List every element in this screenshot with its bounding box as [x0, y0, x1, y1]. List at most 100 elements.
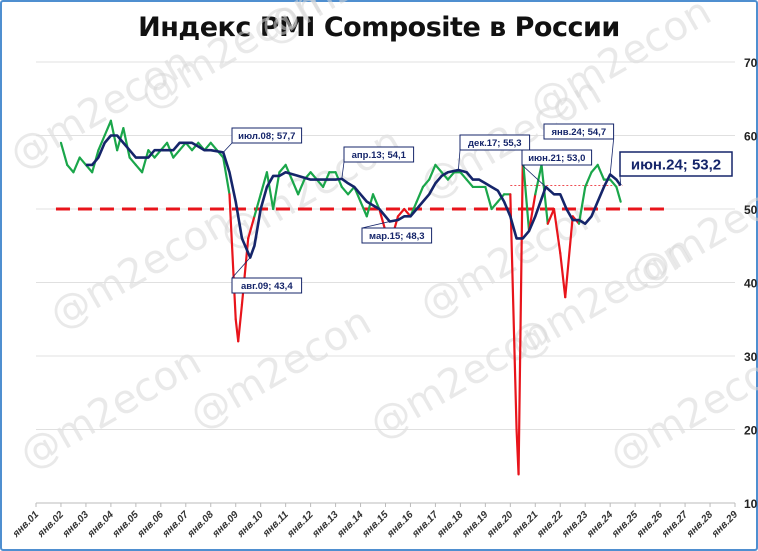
annotation-label: авг.09; 43,4	[241, 281, 293, 292]
raw-series-segment	[577, 185, 587, 225]
raw-series-segment	[59, 141, 69, 166]
raw-series-segment	[534, 163, 543, 196]
watermark: @m2econ	[522, 0, 719, 129]
x-tick-label: янв.17	[410, 509, 441, 540]
raw-series-segment	[446, 171, 456, 181]
raw-series-segment	[272, 171, 281, 211]
x-tick-label: янв.13	[310, 509, 341, 540]
raw-series-segment	[546, 207, 556, 225]
raw-series-segment	[615, 185, 622, 203]
annotation-label: июн.21; 53,0	[528, 153, 585, 164]
y-tick-label: 60	[744, 130, 758, 144]
x-tick-label: янв.29	[709, 509, 740, 540]
raw-series-segment	[609, 178, 618, 189]
watermark: @m2econ	[602, 338, 758, 478]
annotation-box	[543, 123, 615, 140]
x-tick-label: янв.26	[634, 509, 665, 540]
raw-series-segment	[596, 163, 606, 181]
x-tick-label: янв.14	[335, 509, 366, 540]
y-tick-label: 20	[744, 424, 758, 438]
raw-series-segment	[340, 185, 350, 196]
y-tick-label: 30	[744, 350, 758, 364]
annotation-label: мар.15; 48,3	[369, 231, 425, 242]
raw-series-segment	[209, 141, 219, 152]
x-tick-label: янв.27	[659, 509, 690, 540]
annotation-label: апр.13; 54,1	[352, 150, 407, 161]
raw-series-segment	[140, 149, 150, 174]
annotation-leader	[341, 161, 345, 179]
x-tick-label: янв.04	[85, 509, 116, 540]
x-tick-label: янв.21	[509, 509, 540, 540]
raw-series-segment	[78, 156, 88, 166]
raw-series-segment	[122, 127, 131, 159]
y-tick-label: 40	[744, 277, 758, 291]
raw-series-segment	[552, 207, 562, 255]
raw-series-segment	[190, 141, 200, 152]
raw-series-segment	[465, 178, 474, 189]
annotation-leader	[521, 164, 547, 188]
annotation-leader	[222, 142, 233, 153]
raw-series-segment	[222, 156, 231, 196]
annotation-box	[361, 227, 433, 244]
x-tick-label: янв.03	[60, 509, 91, 540]
x-tick-label: янв.12	[285, 509, 316, 540]
chart-title: Индекс PMI Composite в России	[138, 12, 620, 43]
annotation-box	[521, 149, 593, 166]
annotation-label: июл.08; 57,7	[238, 131, 295, 142]
raw-series-segment	[459, 171, 468, 181]
x-tick-label: янв.24	[584, 509, 615, 540]
raw-series-segment	[253, 193, 262, 218]
x-tick-label: янв.01	[10, 509, 41, 540]
y-tick-label: 10	[744, 497, 758, 511]
raw-series-segment	[440, 171, 450, 181]
annotation-label: дек.17; 55,3	[468, 138, 522, 149]
y-tick-label: 50	[744, 203, 758, 217]
annotation-label: янв.24; 54,7	[551, 127, 606, 138]
annotation-leader	[231, 257, 251, 279]
x-tick-label: янв.28	[684, 509, 715, 540]
annotation-leader	[609, 138, 614, 175]
raw-series-segment	[346, 185, 356, 196]
raw-series-segment	[228, 193, 237, 321]
raw-series-segment	[517, 156, 524, 476]
raw-series-segment	[359, 200, 368, 218]
annotation-box	[231, 127, 303, 144]
raw-series-segment	[590, 163, 599, 174]
raw-series-segment	[97, 134, 106, 152]
raw-series-segment	[265, 171, 275, 211]
raw-series-segment	[128, 156, 137, 166]
raw-series-segment	[237, 303, 244, 343]
raw-series-segment	[584, 171, 593, 189]
raw-series-segment	[378, 207, 387, 233]
x-tick-label: янв.23	[559, 509, 590, 540]
x-tick-label: янв.22	[534, 509, 565, 540]
x-tick-label: янв.19	[459, 509, 490, 540]
watermark: @m2econ	[252, 0, 449, 54]
raw-series-segment	[247, 215, 256, 240]
raw-series-segment	[396, 207, 406, 218]
x-tick-label: янв.25	[609, 509, 640, 540]
x-tick-label: янв.08	[185, 509, 216, 540]
annotation-leader	[361, 221, 390, 229]
raw-series-segment	[509, 193, 518, 431]
y-tick-label: 70	[744, 56, 758, 70]
x-tick-label: янв.16	[385, 509, 416, 540]
x-tick-label: янв.02	[35, 509, 66, 540]
raw-series-segment	[72, 156, 81, 174]
raw-series-segment	[521, 156, 531, 233]
watermark: @m2econ	[42, 198, 239, 338]
annotation-box	[343, 146, 415, 163]
x-tick-label: янв.11	[260, 509, 291, 540]
raw-series-segment	[278, 163, 287, 174]
annotation-box	[231, 277, 303, 294]
annotation-leader	[619, 175, 622, 186]
x-tick-label: янв.09	[210, 509, 241, 540]
x-tick-label: янв.10	[235, 509, 266, 540]
x-tick-label: янв.07	[160, 509, 191, 540]
x-tick-label: янв.05	[110, 509, 141, 540]
raw-series-segment	[564, 215, 574, 299]
raw-series-segment	[490, 200, 499, 211]
annotation-box	[619, 151, 733, 177]
x-tick-label: янв.15	[360, 509, 391, 540]
